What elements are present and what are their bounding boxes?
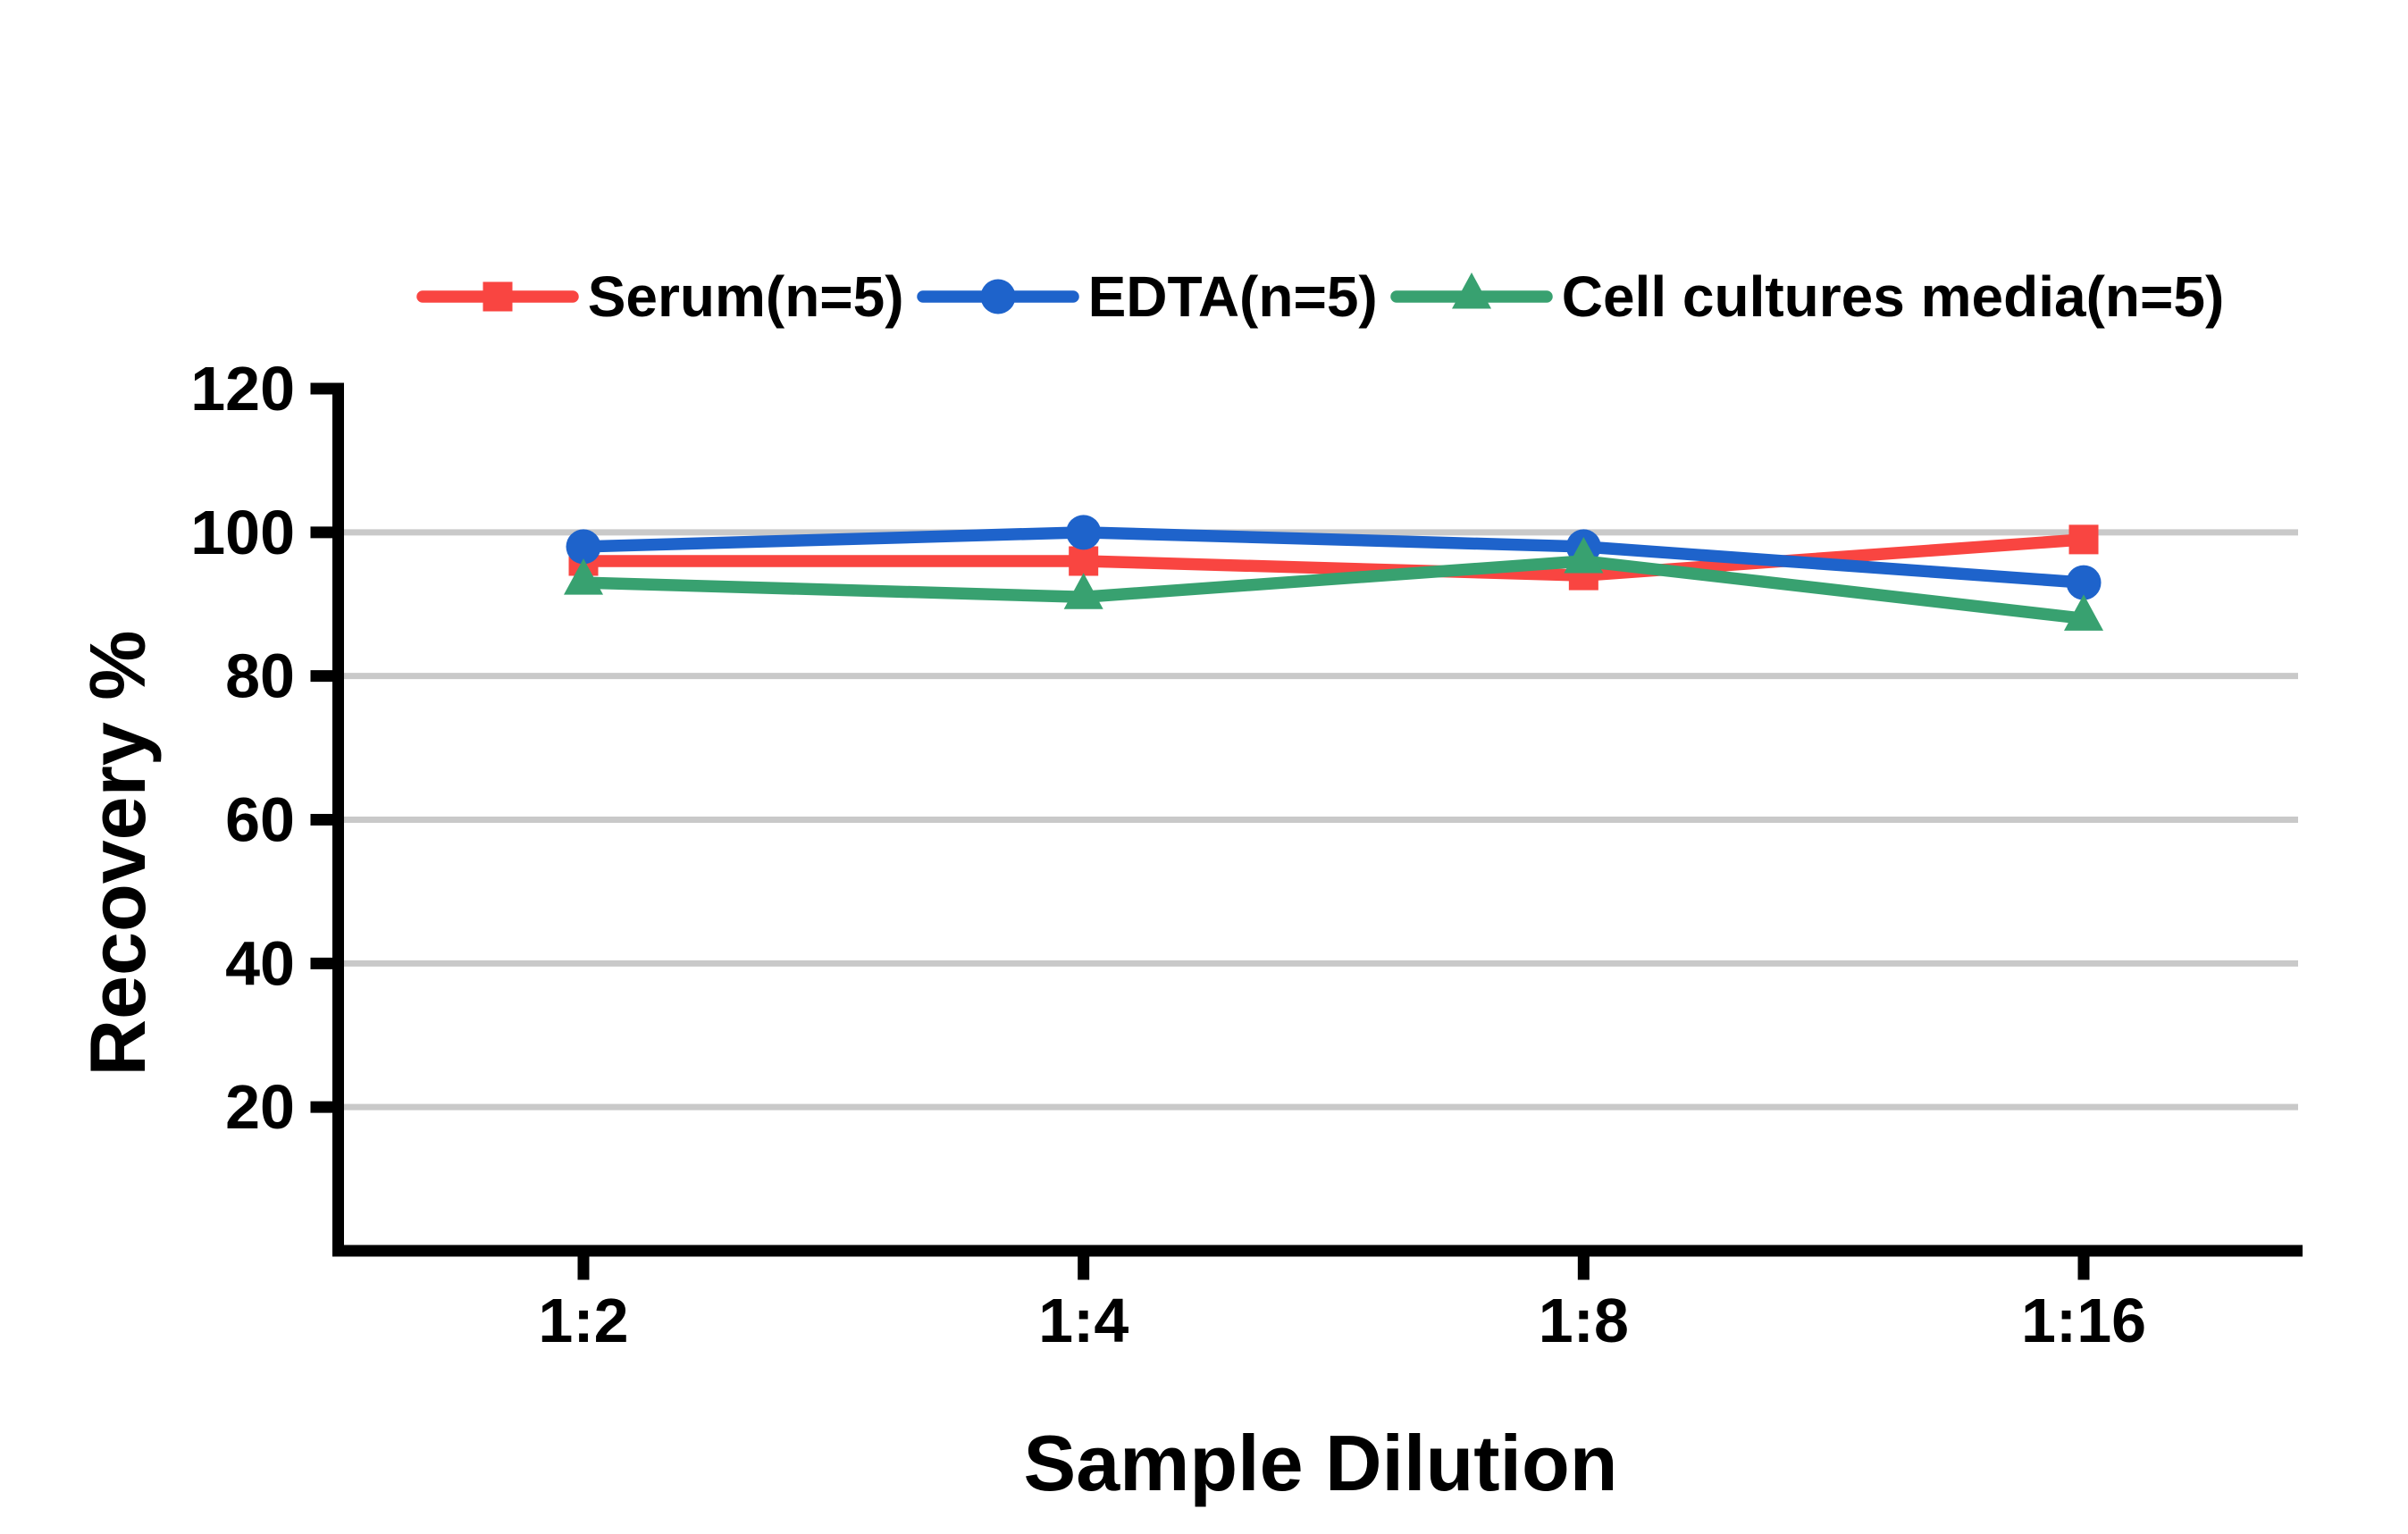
x-tick-label: 1:16 xyxy=(2021,1286,2146,1355)
x-tick-label: 1:8 xyxy=(1539,1286,1629,1355)
circle-legend-marker-icon xyxy=(916,279,1079,314)
legend-marker xyxy=(482,281,513,312)
square-legend-marker-icon xyxy=(415,281,579,312)
x-tick-label: 1:2 xyxy=(538,1286,628,1355)
series-line-cell-cultures-media-n-5 xyxy=(577,555,2090,625)
legend-item: Serum(n=5) xyxy=(415,264,904,329)
legend-label: Cell cultures media(n=5) xyxy=(1561,264,2225,329)
legend-label: EDTA(n=5) xyxy=(1087,264,1378,329)
data-point-square-serum-n-5 xyxy=(2068,524,2099,555)
data-point-triangle-cell-cultures-media-n-5 xyxy=(1063,573,1103,609)
y-tick-label: 80 xyxy=(225,641,295,711)
data-point-square-serum-n-5 xyxy=(1069,546,1099,576)
legend-item: Cell cultures media(n=5) xyxy=(1389,264,2225,329)
legend-marker xyxy=(980,279,1016,314)
triangle-legend-marker-icon xyxy=(1389,272,1553,309)
data-point-triangle-cell-cultures-media-n-5 xyxy=(564,558,603,595)
x-axis-title: Sample Dilution xyxy=(1024,1419,1618,1507)
legend-marker xyxy=(1451,272,1491,309)
series-layer xyxy=(564,515,2104,631)
axis-spine xyxy=(332,382,2303,1257)
y-tick-label: 20 xyxy=(225,1072,295,1142)
x-tick-label: 1:4 xyxy=(1038,1286,1128,1355)
data-point-circle-edta-n-5 xyxy=(1066,515,1102,550)
legend-label: Serum(n=5) xyxy=(587,264,904,329)
series-line-serum-n-5 xyxy=(577,533,2090,582)
y-axis-title: Recovery % xyxy=(73,631,162,1077)
legend-item: EDTA(n=5) xyxy=(916,264,1378,329)
series-line-edta-n-5 xyxy=(577,526,2090,589)
y-tick-label: 100 xyxy=(190,498,295,567)
y-tick-label: 120 xyxy=(190,354,295,423)
axis-layer xyxy=(310,382,2303,1280)
data-point-triangle-cell-cultures-media-n-5 xyxy=(2064,594,2104,631)
data-point-circle-edta-n-5 xyxy=(2066,565,2102,600)
legend: Serum(n=5) EDTA(n=5) Cell cultures media(n… xyxy=(338,261,2303,332)
grid-layer xyxy=(343,529,2298,1111)
y-tick-label: 40 xyxy=(225,928,295,998)
data-point-triangle-cell-cultures-media-n-5 xyxy=(1564,537,1604,574)
y-tick-label: 60 xyxy=(225,785,295,855)
tick-label-layer: 20 40 60 80 100 120 1:2 1:4 1:8 1:16 xyxy=(190,354,2146,1355)
data-point-circle-edta-n-5 xyxy=(566,529,601,565)
